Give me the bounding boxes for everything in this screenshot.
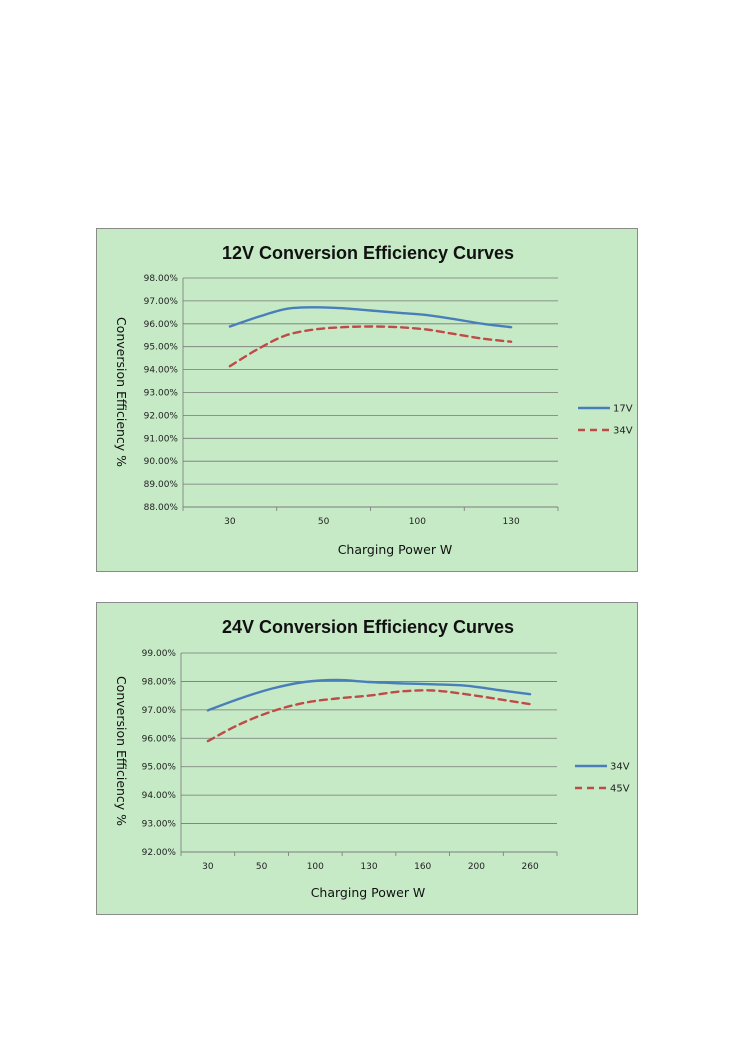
chart-1-ytick-label: 95.00% bbox=[144, 343, 179, 353]
chart-1-xtick-label: 30 bbox=[224, 517, 236, 527]
chart-1-legend-label-34V: 34V bbox=[613, 426, 633, 437]
chart-1-ytick-label: 92.00% bbox=[144, 411, 179, 421]
chart-2-xtick-label: 130 bbox=[360, 862, 377, 872]
chart-2-ytick-label: 95.00% bbox=[142, 763, 177, 773]
chart-1-ytick-label: 93.00% bbox=[144, 389, 179, 399]
chart-2-title: 24V Conversion Efficiency Curves bbox=[222, 617, 514, 637]
chart-24v: 24V Conversion Efficiency Curves 92.00% 93… bbox=[96, 602, 638, 915]
chart-2-xlabel: Charging Power W bbox=[311, 885, 426, 900]
chart-2-ytick-label: 92.00% bbox=[142, 848, 177, 858]
chart-1-ytick-label: 97.00% bbox=[144, 297, 179, 307]
chart-2-ytick-label: 94.00% bbox=[142, 791, 177, 801]
chart-2-series-45V-line bbox=[206, 689, 532, 743]
chart-2-xtick-label: 50 bbox=[256, 862, 268, 872]
chart-2-xtick-label: 160 bbox=[414, 862, 431, 872]
chart-2-ytick-label: 99.00% bbox=[142, 649, 177, 659]
chart-1-ytick-label: 90.00% bbox=[144, 457, 179, 467]
chart-1-series-34V-line bbox=[228, 325, 513, 368]
chart-2-ytick-label: 97.00% bbox=[142, 706, 177, 716]
chart-12v: 12V Conversion Efficiency Curves 88.00% 89… bbox=[96, 228, 638, 572]
chart-1-ylabel: Conversion Efficiency % bbox=[114, 317, 129, 467]
chart-2-series-34V-line bbox=[206, 678, 532, 712]
chart-2-ytick-label: 98.00% bbox=[142, 677, 177, 687]
chart-2-xtick-label: 30 bbox=[202, 862, 214, 872]
chart-1-xlabel: Charging Power W bbox=[338, 542, 453, 557]
chart-1-ytick-label: 89.00% bbox=[144, 480, 179, 490]
chart-1-xtick-label: 100 bbox=[409, 517, 426, 527]
chart-2-ylabel: Conversion Efficiency % bbox=[114, 676, 129, 826]
chart-1-ytick-label: 94.00% bbox=[144, 366, 179, 376]
chart-24v-svg: 24V Conversion Efficiency Curves 92.00% 93… bbox=[114, 617, 630, 900]
chart-2-xtick-label: 200 bbox=[468, 862, 485, 872]
chart-1-series-17V-line bbox=[228, 306, 513, 329]
chart-1-legend-label-17V: 17V bbox=[613, 404, 633, 415]
chart-1-xtick-label: 130 bbox=[503, 517, 520, 527]
chart-12v-svg: 12V Conversion Efficiency Curves 88.00% 89… bbox=[114, 243, 633, 557]
chart-2-ytick-label: 96.00% bbox=[142, 734, 177, 744]
chart-1-ytick-label: 96.00% bbox=[144, 320, 179, 330]
chart-2-legend-label-34V: 34V bbox=[610, 762, 630, 773]
chart-1-title: 12V Conversion Efficiency Curves bbox=[222, 243, 514, 263]
chart-1-ytick-label: 91.00% bbox=[144, 434, 179, 444]
chart-2-ytick-label: 93.00% bbox=[142, 820, 177, 830]
chart-1-xtick-label: 50 bbox=[318, 517, 330, 527]
chart-1-ytick-label: 98.00% bbox=[144, 274, 179, 284]
chart-1-ytick-label: 88.00% bbox=[144, 503, 179, 513]
chart-2-xtick-label: 260 bbox=[522, 862, 539, 872]
chart-2-xtick-label: 100 bbox=[307, 862, 324, 872]
chart-2-legend-label-45V: 45V bbox=[610, 784, 630, 795]
